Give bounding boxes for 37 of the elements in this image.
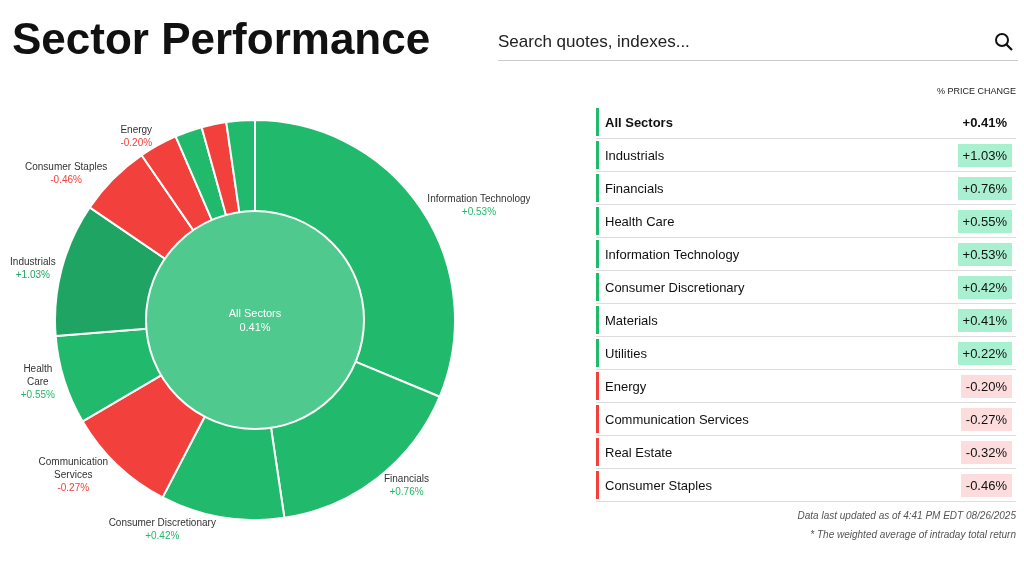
category-label: Industrials — [605, 148, 665, 163]
category-label: Real Estate — [605, 445, 673, 460]
data-label: -0.20% — [960, 375, 1012, 398]
data-label: -0.32% — [960, 441, 1012, 464]
slice-label: Consumer Staples -0.46% — [24, 160, 108, 185]
slice-label: Financials +0.76% — [383, 473, 429, 498]
slice-label: Industrials +1.03% — [10, 256, 56, 281]
category-label: Consumer Staples — [605, 478, 712, 493]
slice-label: Health Care +0.55% — [20, 363, 56, 401]
data-label: -0.46% — [960, 474, 1012, 497]
data-label: +0.76% — [957, 177, 1012, 200]
search-field: Search quotes, indexes... — [498, 28, 1018, 61]
text: * The weighted average of intraday total return — [809, 529, 1016, 540]
category-label: Energy — [605, 379, 647, 394]
data-label: +0.22% — [957, 342, 1012, 365]
category-label: Health Care — [605, 214, 675, 229]
data-label: -0.27% — [960, 408, 1012, 431]
data-label: +0.41% — [961, 114, 1008, 132]
data-label: +0.55% — [957, 210, 1012, 233]
chart-title: Sector Performance — [12, 14, 431, 64]
data-label: +0.53% — [957, 243, 1012, 266]
data-label: +1.03% — [957, 144, 1012, 167]
category-label: Utilities — [605, 346, 647, 361]
category-label: Information Technology — [605, 247, 740, 262]
slice-label: Energy -0.20% — [120, 123, 153, 148]
category-label: Financials — [605, 181, 664, 196]
category-label: Communication Services — [605, 412, 749, 427]
data-label: +0.42% — [957, 276, 1012, 299]
category-label: All Sectors — [605, 115, 673, 130]
data-label: +0.41% — [957, 309, 1012, 332]
text: % PRICE CHANGE — [936, 86, 1016, 98]
slice-label: Consumer Discretionary +0.42% — [108, 516, 216, 541]
category-label: Materials — [605, 313, 658, 328]
text: Data last updated as of 4:41 PM EDT 08/26/2025 — [796, 510, 1016, 521]
slice-label: Information Technology +0.53% — [427, 193, 531, 218]
slice-label: Communication Services -0.27% — [38, 456, 109, 494]
category-label: Consumer Discretionary — [605, 280, 745, 295]
